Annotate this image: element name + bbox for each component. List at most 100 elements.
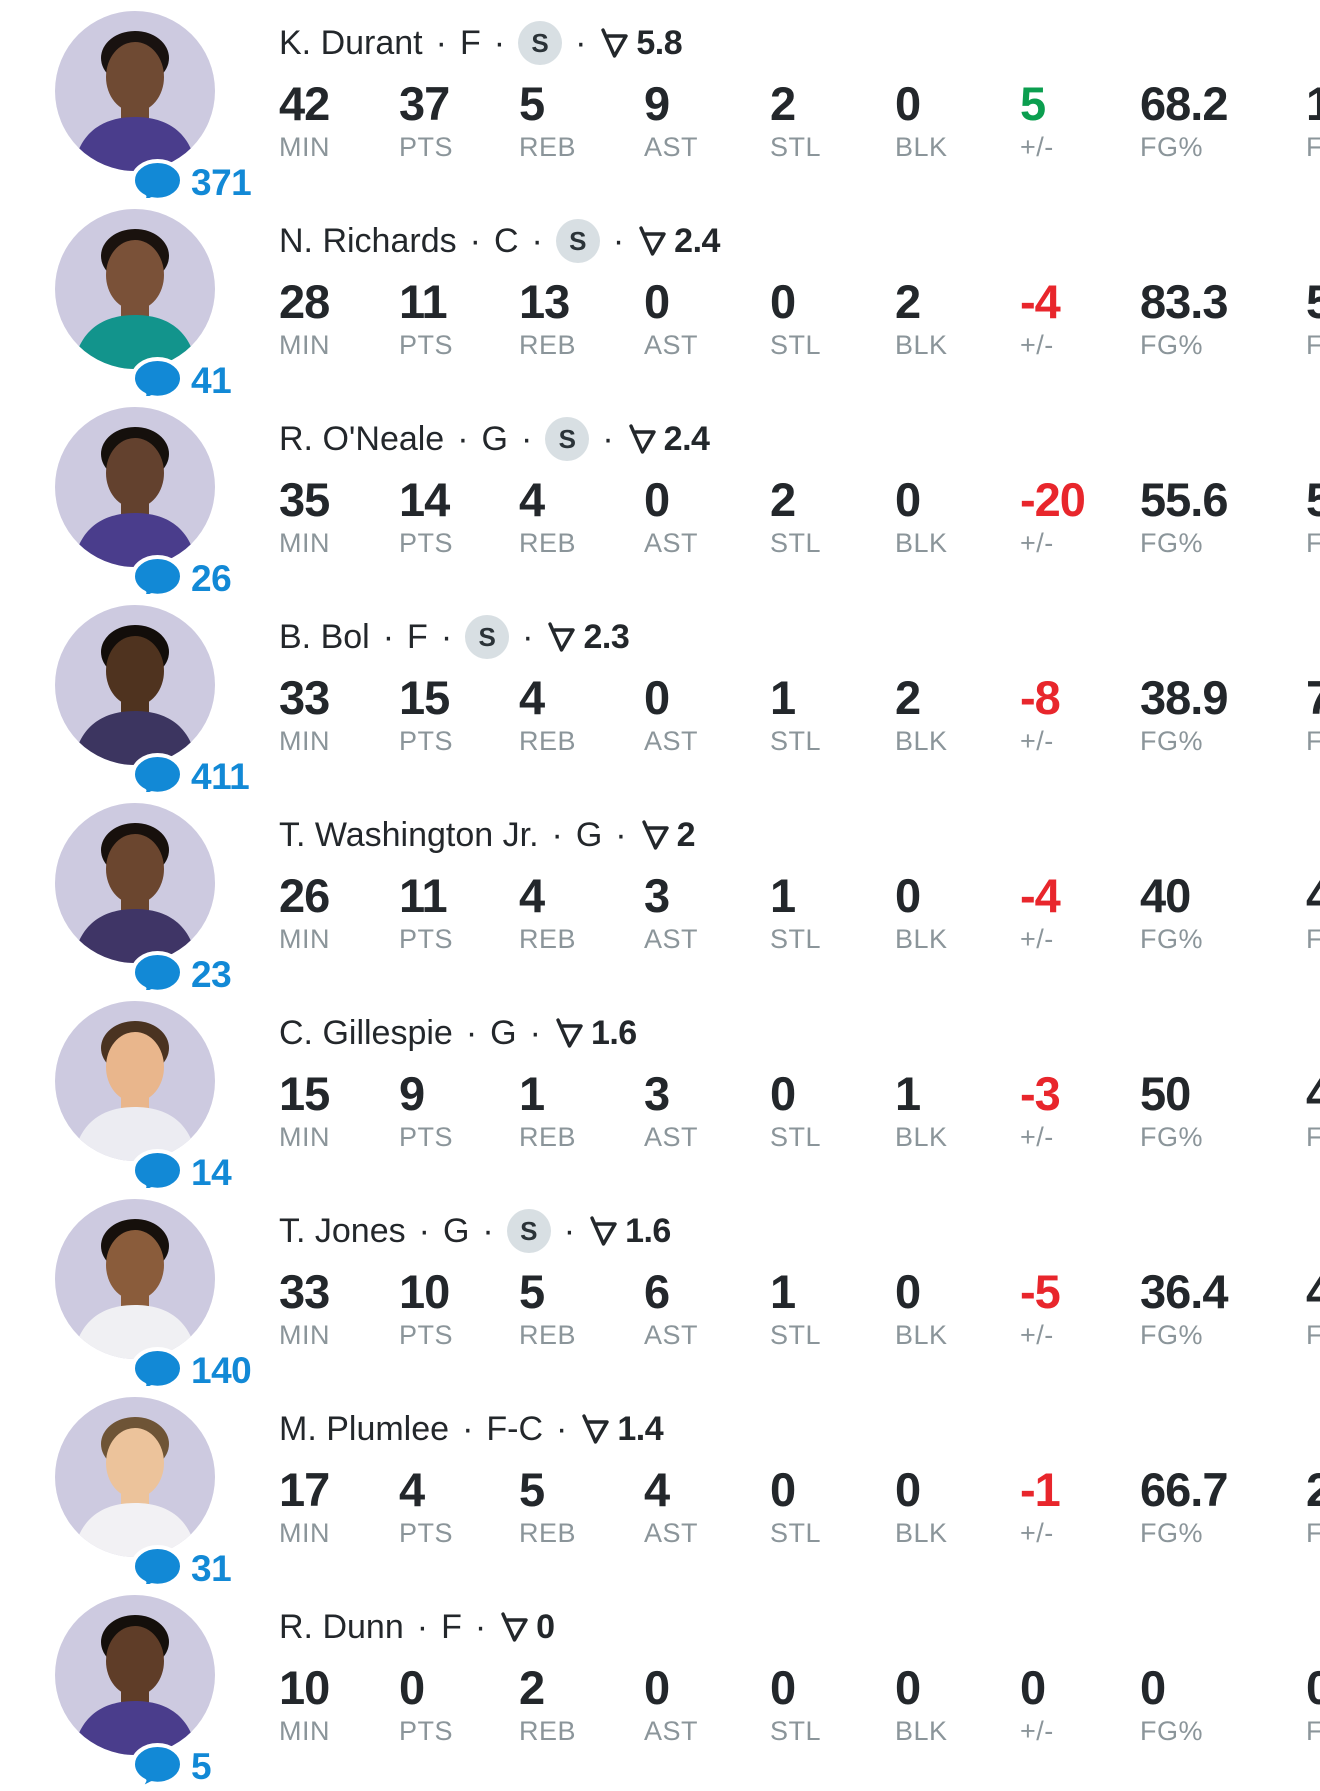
fantasy-value: 2.3 [583,617,630,656]
stat-min: 33 MIN [279,1266,399,1351]
comments-button[interactable]: 26 [129,554,232,603]
stat--: 0 +/- [1020,1662,1140,1747]
player-avatar[interactable]: 5 [55,1595,215,1791]
player-avatar[interactable]: 411 [55,605,250,801]
player-name: N. Richards [279,221,457,260]
comments-button[interactable]: 371 [129,158,252,207]
player-avatar[interactable]: 371 [55,11,252,207]
player-avatar[interactable]: 31 [55,1397,232,1593]
fantasy-pennant-icon [639,225,666,256]
stat-value: 83.3 [1140,275,1228,328]
stat-fg-: 66.7 FG% [1140,1464,1306,1549]
stat-label: REB [519,726,577,756]
player-avatar[interactable]: 140 [55,1199,252,1395]
player-row[interactable]: 371 K. Durant · F · S · 5.8 42 MIN 37 PTS 5 R… [0,0,1320,207]
stat-value: 4 [1306,1265,1320,1318]
starter-badge: S [465,615,510,659]
stat-value: 26 [279,869,330,922]
stat-min: 10 MIN [279,1661,399,1747]
stat-fg-: 36.4 FG% [1140,1266,1306,1351]
stat-fg-: 0 FG% [1140,1662,1306,1747]
fantasy-points: 1.4 [580,1410,664,1449]
fantasy-points: 1.6 [588,1212,671,1251]
player-row[interactable]: 31 M. Plumlee · F-C · 1.4 17 MIN 4 PTS 5 REB 4… [0,1386,1320,1593]
separator-dot: · [575,23,587,62]
fantasy-value: 0 [536,1607,555,1646]
stat-value: 5 [519,1265,545,1318]
stat-reb: 4 REB [519,869,644,955]
stat-label: STL [770,726,822,756]
stat-label: PTS [399,1716,454,1746]
stat-value: 11 [399,275,448,328]
player-row[interactable]: 41 N. Richards · C · S · 2.4 28 MIN 11 PTS 1… [0,198,1320,405]
stat-value: 3 [644,869,670,922]
stat-value: -1 [1020,1463,1061,1516]
stat-value: 4 [519,869,545,922]
player-headshot-image [55,1397,215,1557]
player-row[interactable]: 26 R. O'Neale · G · S · 2.4 35 MIN 14 PTS 4 R… [0,396,1320,603]
stat-label: STL [770,1122,822,1152]
stat-ast: 3 AST [644,869,770,955]
stat-label: AST [644,726,699,756]
player-avatar[interactable]: 41 [55,209,232,405]
stat-label: +/- [1020,924,1054,954]
player-name: K. Durant [279,23,423,62]
stat-reb: 4 REB [519,672,644,757]
separator-dot: · [556,1409,568,1448]
player-avatar[interactable]: 14 [55,1001,232,1197]
stat--: -4 +/- [1020,275,1140,361]
stat-value: 10 [279,1661,330,1714]
stat-label: BLK [895,528,948,558]
player-row[interactable]: 5 R. Dunn · F · 0 10 MIN 0 PTS 2 REB 0 AST 0 STL 0… [0,1584,1320,1791]
comments-button[interactable]: 140 [129,1346,252,1395]
player-row[interactable]: 23 T. Washington Jr. · G · 2 26 MIN 11 PTS 4… [0,792,1320,999]
stat-value: 15 [279,1067,330,1120]
stat-label: REB [519,1122,577,1152]
comments-button[interactable]: 5 [129,1742,212,1791]
comments-button[interactable]: 411 [129,752,250,801]
stat-label: FG% [1140,1518,1204,1548]
stat-reb: 1 REB [519,1068,644,1153]
stat-value: 50 [1140,1067,1191,1120]
stat-value: 15 [399,671,450,724]
player-avatar[interactable]: 26 [55,407,232,603]
stat-stl: 1 STL [770,870,895,955]
stat-label: FG% [1140,1320,1204,1350]
stat-label: AST [644,924,699,954]
stat--: -1 +/- [1020,1463,1140,1549]
stat-value: 28 [279,275,330,328]
stat-label: +/- [1020,1122,1054,1152]
stat-value: 35 [279,473,330,526]
player-row[interactable]: 140 T. Jones · G · S · 1.6 33 MIN 10 PTS 5 RE… [0,1188,1320,1395]
separator-dot: · [469,221,481,260]
player-name-line: T. Washington Jr. · G · 2 [279,812,1320,858]
stat-label: FG% [1140,924,1204,954]
stat-label: BLK [895,924,948,954]
player-row[interactable]: 411 B. Bol · F · S · 2.3 33 MIN 15 PTS 4 REB 0… [0,594,1320,801]
player-position: C [493,221,519,260]
fantasy-value: 5.8 [636,23,683,62]
stat-blk: 0 BLK [895,78,1020,163]
stat-value: -8 [1020,671,1061,724]
stat-value: 0 [770,275,796,328]
stat-label: MIN [279,1716,330,1746]
separator-dot: · [440,617,453,656]
comments-button[interactable]: 31 [129,1544,232,1593]
comments-button[interactable]: 23 [129,950,232,999]
stat-label: REB [519,132,577,162]
stat-value: 42 [279,77,330,130]
fantasy-value: 2.4 [663,419,710,458]
player-position: G [490,1013,517,1052]
stat-value: -4 [1020,275,1061,328]
separator-dot: · [493,23,506,62]
player-info: C. Gillespie · G · 1.6 15 MIN 9 PTS 1 REB 3 AST… [279,990,1320,1153]
stat-label: AST [644,330,699,360]
player-avatar[interactable]: 23 [55,803,232,999]
player-row[interactable]: 14 C. Gillespie · G · 1.6 15 MIN 9 PTS 1 REB 3… [0,990,1320,1197]
stat-value: 0 [895,473,921,526]
stat-value: 5 [1306,473,1320,526]
stat-label: PTS [399,528,454,558]
stat-label: REB [519,1320,577,1350]
